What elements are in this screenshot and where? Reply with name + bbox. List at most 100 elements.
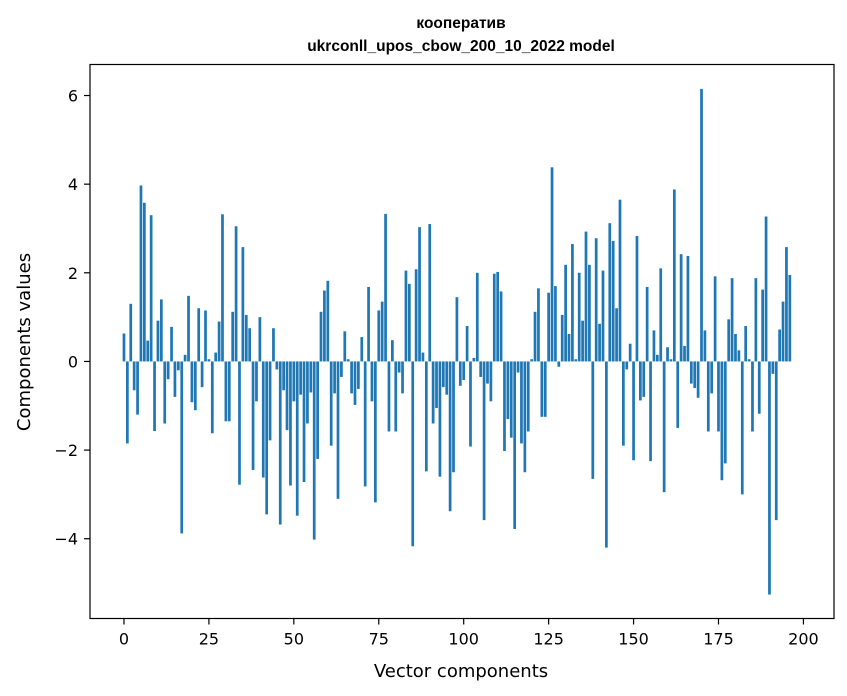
bar xyxy=(557,361,561,367)
bar xyxy=(448,361,452,512)
bar xyxy=(594,238,598,362)
bar xyxy=(672,189,676,362)
bar xyxy=(224,361,228,422)
bar xyxy=(217,321,221,362)
bar xyxy=(435,361,438,408)
bar xyxy=(618,199,622,362)
bar xyxy=(737,350,741,362)
bar xyxy=(543,361,547,417)
bar xyxy=(622,361,625,446)
bar xyxy=(193,361,197,411)
bar xyxy=(190,361,194,403)
bar xyxy=(757,361,761,414)
bar xyxy=(129,303,133,362)
bar xyxy=(275,361,279,370)
bar xyxy=(628,343,632,362)
bar xyxy=(261,361,265,478)
bar xyxy=(781,301,785,362)
bar xyxy=(720,361,724,481)
bar xyxy=(340,361,343,377)
y-tick-label: −2 xyxy=(54,441,78,460)
bar xyxy=(605,361,608,548)
bar xyxy=(387,361,391,432)
bar xyxy=(706,361,710,432)
bar xyxy=(309,361,313,393)
bar xyxy=(221,214,224,362)
bar xyxy=(394,361,398,432)
bar xyxy=(227,361,231,422)
y-tick-label: 4 xyxy=(68,175,78,194)
bar xyxy=(136,361,139,415)
bar xyxy=(662,361,666,493)
bar xyxy=(421,352,425,362)
bar xyxy=(126,361,129,444)
bar xyxy=(642,361,646,397)
bar xyxy=(248,328,252,362)
bar xyxy=(424,361,428,472)
bar xyxy=(122,333,126,362)
bar xyxy=(588,264,591,362)
bar xyxy=(740,361,744,495)
bar xyxy=(384,213,387,362)
bar xyxy=(632,361,635,461)
bar xyxy=(649,361,652,462)
bar xyxy=(659,268,663,362)
bar xyxy=(428,224,432,362)
bar xyxy=(469,361,472,447)
bar xyxy=(540,361,544,417)
bar xyxy=(295,361,299,516)
bar xyxy=(472,357,476,362)
bar xyxy=(499,291,503,362)
bar xyxy=(703,330,707,362)
bar xyxy=(689,361,693,384)
bar xyxy=(265,361,269,515)
bar xyxy=(785,247,788,362)
bar xyxy=(679,254,683,362)
bar xyxy=(183,354,187,362)
bar xyxy=(482,361,486,521)
x-tick-label: 0 xyxy=(119,630,129,649)
bar xyxy=(462,361,466,381)
bar xyxy=(268,361,272,441)
bar xyxy=(554,286,557,362)
y-axis-ticks: −4 −2 0 2 4 6 xyxy=(54,87,90,549)
bar xyxy=(343,331,347,362)
bar xyxy=(669,359,673,362)
bar xyxy=(509,361,513,438)
bar xyxy=(771,361,775,374)
x-axis-label: Vector components xyxy=(374,661,548,682)
bar xyxy=(360,337,364,362)
bar xyxy=(255,361,258,402)
bar xyxy=(312,361,316,540)
bar xyxy=(710,361,714,394)
bar xyxy=(567,333,571,362)
bar xyxy=(530,359,533,362)
bar xyxy=(210,361,214,434)
bar xyxy=(238,361,241,485)
bar xyxy=(302,361,306,482)
bar xyxy=(455,297,459,362)
bar xyxy=(598,323,601,362)
bar xyxy=(550,167,554,362)
bar xyxy=(496,271,500,362)
x-tick-label: 200 xyxy=(788,630,819,649)
bar xyxy=(333,361,336,394)
bar xyxy=(173,361,177,397)
bar xyxy=(639,361,642,401)
bar xyxy=(350,361,353,394)
bar xyxy=(207,359,211,362)
bar xyxy=(241,247,245,362)
bar xyxy=(319,311,323,362)
x-tick-label: 100 xyxy=(448,630,479,649)
bar xyxy=(523,361,527,473)
bar xyxy=(197,308,201,362)
bars-group xyxy=(122,88,792,595)
bar xyxy=(574,359,578,362)
bar xyxy=(316,361,319,459)
chart-subtitle: ukrconll_upos_cbow_200_10_2022 model xyxy=(307,38,615,55)
bar xyxy=(730,278,734,362)
bar xyxy=(272,328,275,362)
bar xyxy=(727,319,731,362)
bar xyxy=(754,278,758,362)
